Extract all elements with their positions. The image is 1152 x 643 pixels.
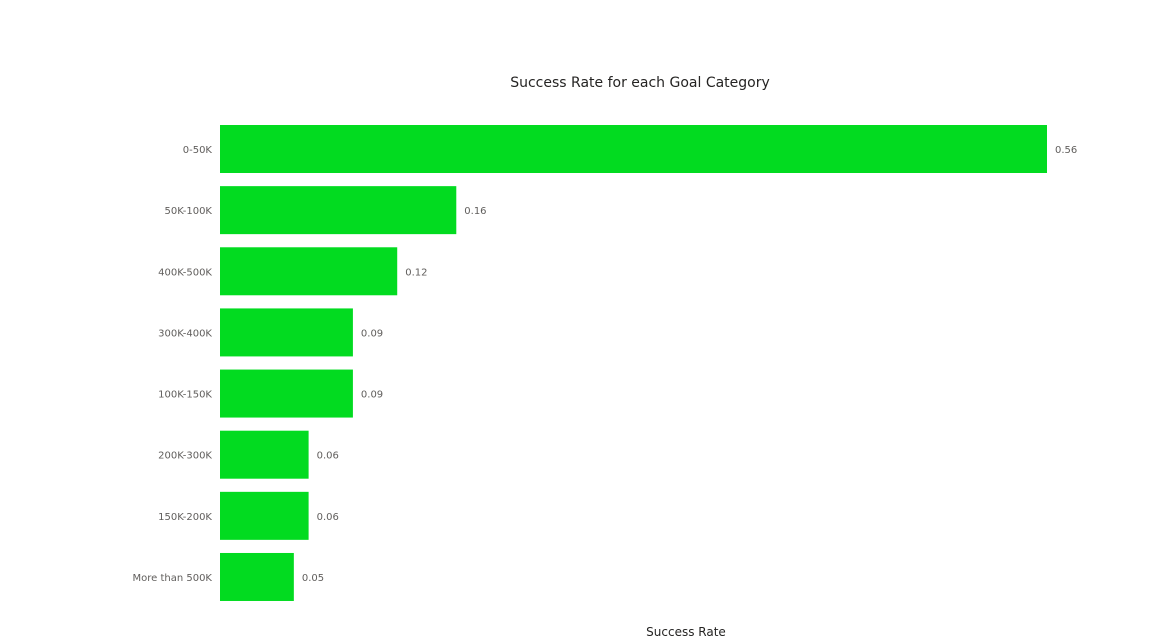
data-label-100k-150k: 0.09 xyxy=(361,390,383,401)
bar-300k-400k[interactable] xyxy=(220,308,353,357)
bar-200k-300k[interactable] xyxy=(220,430,309,479)
category-label-300k-400k: 300K-400K xyxy=(158,328,212,339)
data-label-0-50k: 0.56 xyxy=(1055,145,1077,156)
chart-title: Success Rate for each Goal Category xyxy=(510,75,770,91)
category-labels: 0-50K 50K-100K 400K-500K 300K-400K 100K-150K… xyxy=(132,145,212,584)
x-axis-title: Success Rate xyxy=(646,625,726,639)
bar-400k-500k[interactable] xyxy=(220,247,398,296)
bar-50k-100k[interactable] xyxy=(220,186,457,235)
data-label-300k-400k: 0.09 xyxy=(361,328,383,339)
category-label-0-50k: 0-50K xyxy=(183,145,213,156)
category-label-200k-300k: 200K-300K xyxy=(158,451,212,462)
category-label-400k-500k: 400K-500K xyxy=(158,267,212,278)
data-labels: 0.56 0.16 0.12 0.09 0.09 0.06 0.06 0.05 xyxy=(302,145,1077,584)
category-label-100k-150k: 100K-150K xyxy=(158,390,212,401)
bar-150k-200k[interactable] xyxy=(220,491,309,540)
bars-group xyxy=(220,125,1047,601)
data-label-more-than-500k: 0.05 xyxy=(302,573,324,584)
bar-100k-150k[interactable] xyxy=(220,369,353,418)
bar-0-50k[interactable] xyxy=(220,125,1047,173)
data-label-50k-100k: 0.16 xyxy=(464,206,486,217)
bar-more-than-500k[interactable] xyxy=(220,552,294,601)
data-label-400k-500k: 0.12 xyxy=(405,267,427,278)
category-label-more-than-500k: More than 500K xyxy=(132,573,212,584)
data-label-150k-200k: 0.06 xyxy=(317,512,339,523)
data-label-200k-300k: 0.06 xyxy=(317,451,339,462)
category-label-50k-100k: 50K-100K xyxy=(165,206,213,217)
category-label-150k-200k: 150K-200K xyxy=(158,512,212,523)
